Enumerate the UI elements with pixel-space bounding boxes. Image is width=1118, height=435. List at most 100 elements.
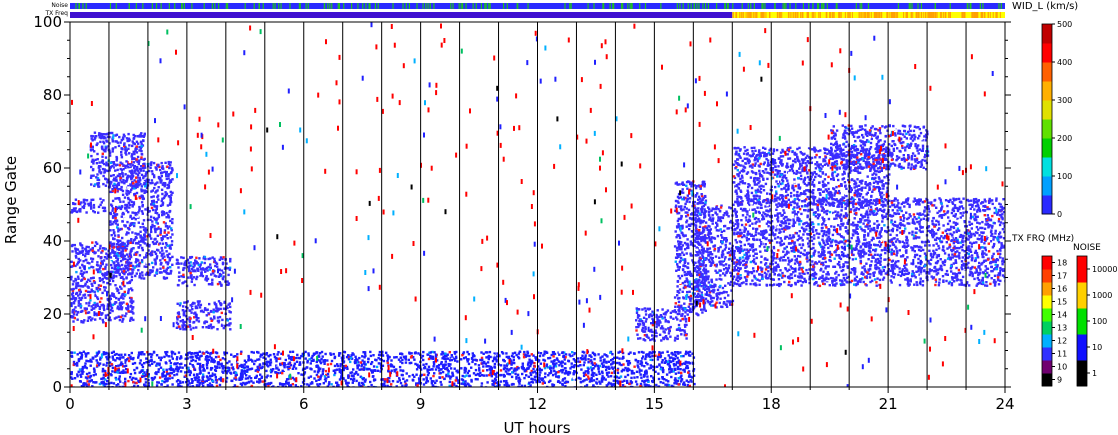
data-cell [592,379,596,382]
data-cell [527,385,530,387]
data-cell [160,238,164,242]
data-cell [214,309,218,313]
data-cell [126,220,129,224]
data-cell [167,213,170,217]
data-cell [160,161,163,165]
data-cell [163,185,166,188]
data-cell [140,277,143,280]
data-cell [182,273,185,276]
data-cell [86,290,90,293]
data-cell [286,365,289,369]
data-cell [564,353,568,356]
data-cell [209,317,213,320]
data-cell [675,382,679,385]
data-cell [273,355,277,359]
data-cell [677,352,680,355]
noise-strip-mark [422,3,424,9]
data-cell [216,265,219,268]
data-cell [89,299,92,302]
data-cell [198,357,201,360]
data-cell [94,303,98,307]
noise-strip-mark [191,3,193,9]
data-cell [132,300,135,303]
data-cell [147,249,150,252]
data-cell [444,363,447,366]
data-cell [121,356,124,359]
data-cell [491,359,495,363]
data-cell [464,356,467,359]
data-cell [283,366,286,369]
data-cell [123,135,126,138]
data-cell [291,383,294,386]
data-cell [211,278,214,281]
data-cell [440,361,443,364]
data-cell [133,253,136,256]
data-cell [613,366,616,369]
data-cell [651,358,654,362]
noise-strip-mark [696,3,698,9]
data-cell [342,377,345,380]
data-cell [124,267,128,270]
data-cell [129,300,132,303]
data-cell [80,353,84,357]
txfreq-strip-mark [736,12,738,18]
data-cell [109,318,112,322]
data-cell [92,159,95,163]
data-cell [528,354,531,358]
data-cell [206,383,210,387]
data-cell [125,206,128,209]
data-cell [161,379,164,383]
data-cell [126,242,130,246]
data-cell [659,352,662,355]
data-cell [317,384,320,387]
data-cell [136,179,140,182]
data-cell [145,265,148,268]
data-cell [96,242,99,245]
data-cell [673,364,676,367]
data-cell [264,382,267,386]
data-cell [133,142,137,146]
data-cell [564,362,567,365]
data-cell [196,351,199,355]
data-cell [165,233,169,236]
data-cell [315,373,319,377]
data-cell [194,311,197,314]
data-cell [486,369,489,372]
data-cell [105,252,108,255]
data-cell [158,165,161,169]
data-cell [124,150,127,153]
data-cell [76,361,79,365]
data-cell [165,173,168,176]
txfreq-strip-mark [819,12,821,18]
data-cell [139,244,142,247]
data-cell [152,174,156,177]
txfreq-strip-mark [925,12,927,18]
noise-strip-mark [823,3,825,9]
data-cell [229,305,232,309]
data-cell [275,366,278,369]
data-cell [138,149,141,152]
data-cell [670,375,673,379]
data-cell [81,272,85,275]
data-cell [492,370,496,373]
data-cell [377,353,381,357]
data-cell [177,275,181,278]
data-cell [123,299,126,302]
data-cell [529,384,532,387]
data-cell [164,374,167,377]
data-cell [225,262,228,265]
data-cell [112,246,115,249]
data-cell [218,363,222,366]
data-cell [89,360,92,363]
txfreq-strip-mark [936,12,938,18]
data-cell [154,209,157,212]
data-cell [205,266,209,270]
data-cell [133,165,136,168]
txfreq-strip-mark [944,12,946,18]
txfreq-strip-mark [974,12,976,18]
data-cell [143,185,147,188]
data-cell [81,367,84,371]
data-cell [73,377,77,380]
data-cell [601,364,605,367]
data-cell [110,263,113,267]
